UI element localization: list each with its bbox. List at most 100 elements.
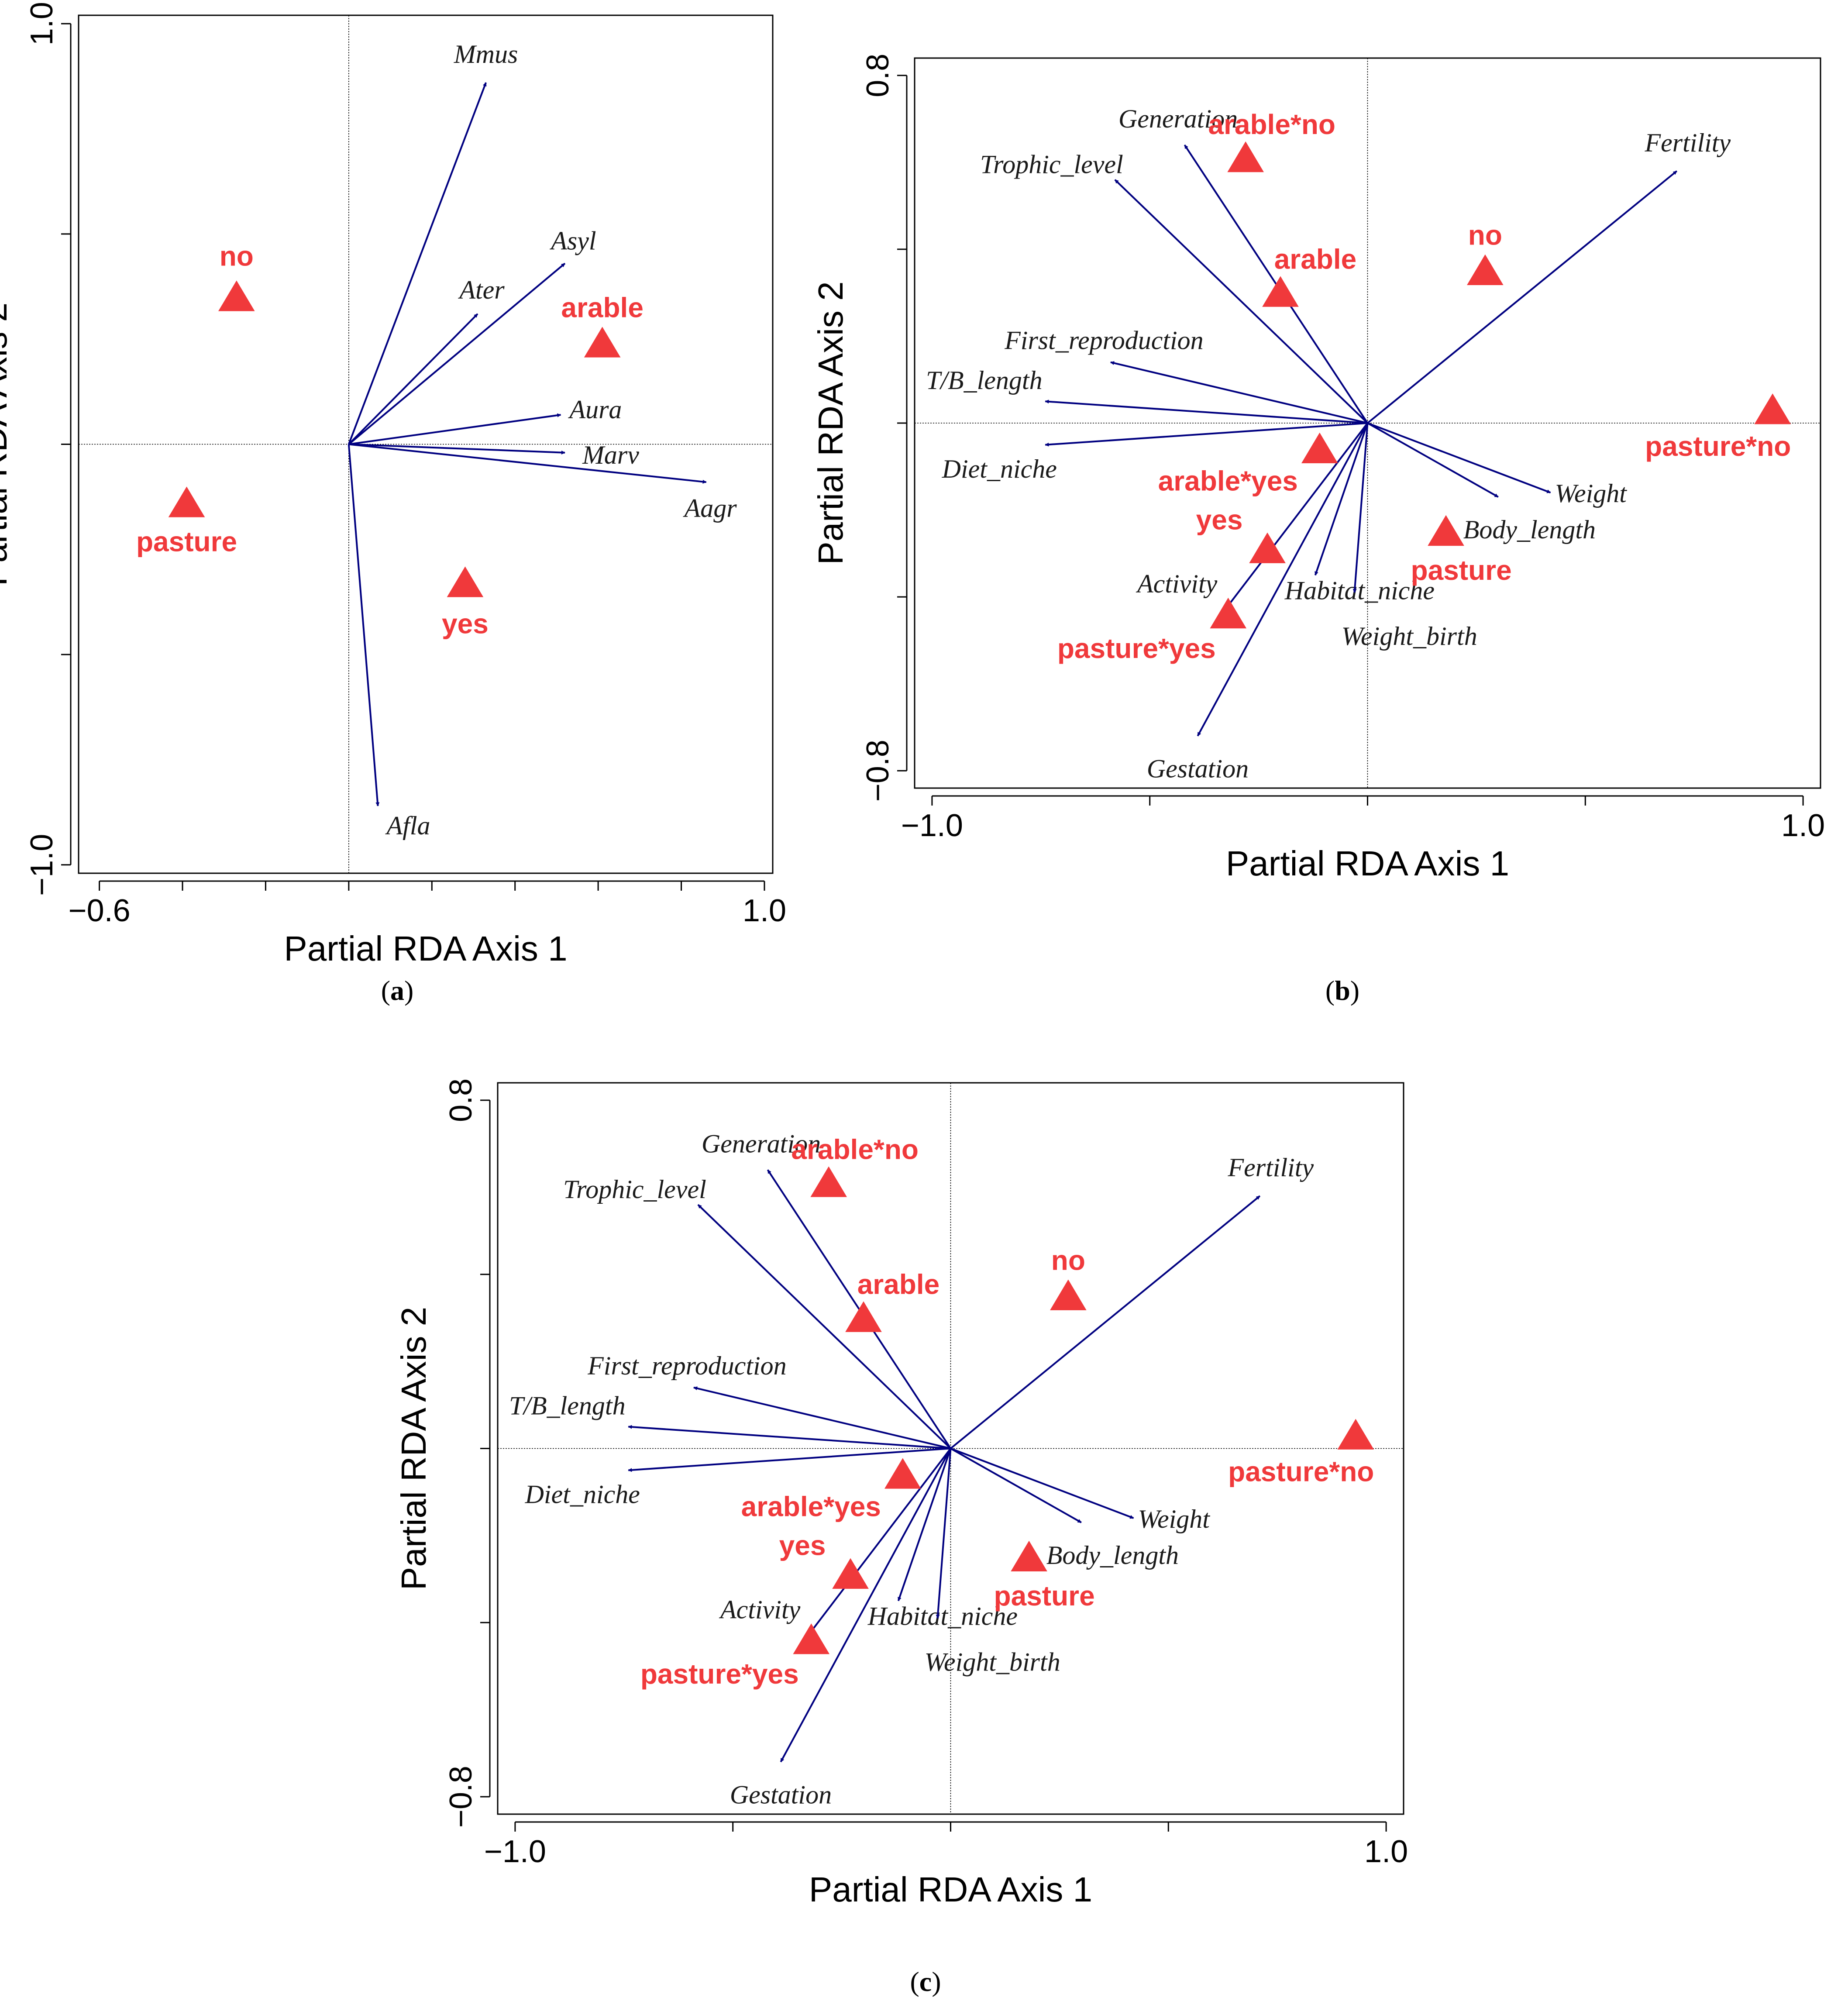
centroid-label-yes: yes xyxy=(1196,504,1243,536)
vector-body-length xyxy=(1367,422,1499,498)
centroid-label-yes: yes xyxy=(779,1530,826,1561)
vector-label-first-reproduction: First_reproduction xyxy=(587,1351,787,1380)
vector-label-ater: Ater xyxy=(458,276,505,304)
vector-habitat-niche xyxy=(897,1448,952,1602)
centroid-marker-pasture-yes xyxy=(793,1623,830,1654)
centroid-label-pasture: pasture xyxy=(1411,555,1511,586)
y-axis-label: Partial RDA Axis 2 xyxy=(394,1307,433,1590)
centroid-marker-arable-yes xyxy=(1301,432,1338,464)
vector-body-length xyxy=(950,1447,1082,1523)
centroid-label-pasture-no: pasture*no xyxy=(1228,1456,1374,1488)
vector-label-activity: Activity xyxy=(719,1595,801,1624)
vector-first-reproduction xyxy=(693,1386,951,1450)
vector-label-habitat-niche: Habitat_niche xyxy=(867,1602,1018,1630)
vector-label-generation: Generation xyxy=(1118,104,1238,133)
y-axis-label: Partial RDA Axis 2 xyxy=(811,281,850,565)
vector-label-body-length: Body_length xyxy=(1463,515,1596,544)
vector-habitat-niche xyxy=(1314,423,1369,576)
vector-label-trophic-level: Trophic_level xyxy=(980,150,1123,179)
vector-weight xyxy=(1367,422,1551,494)
centroid-label-no: no xyxy=(1468,220,1502,251)
vector-label-activity: Activity xyxy=(1136,569,1218,598)
centroid-marker-no xyxy=(1050,1279,1087,1310)
y-tick-label: −0.8 xyxy=(444,1766,478,1828)
centroid-marker-pasture-no xyxy=(1754,393,1791,424)
panel-c: −1.0 1.0 −0.8 0.8 Partial RDA Axis 1 Partial … xyxy=(394,1078,1408,1997)
vector-label-diet-niche: Diet_niche xyxy=(525,1480,640,1509)
centroid-label-pasture-no: pasture*no xyxy=(1645,431,1791,462)
vector-label-body-length: Body_length xyxy=(1046,1541,1179,1570)
centroid-marker-yes xyxy=(832,1558,869,1589)
vector-label-afla: Afla xyxy=(385,811,430,840)
centroid-label-pasture-yes: pasture*yes xyxy=(640,1658,799,1690)
vector-label-weight: Weight xyxy=(1555,479,1627,508)
centroid-marker-yes xyxy=(447,566,484,597)
panel-caption: (a) xyxy=(381,975,414,1006)
vector-label-weight: Weight xyxy=(1138,1505,1210,1533)
centroid-label-pasture: pasture xyxy=(994,1580,1094,1612)
vector-label-gestation: Gestation xyxy=(1147,754,1249,783)
centroid-marker-arable-yes xyxy=(884,1458,921,1489)
vector-activity xyxy=(810,1448,952,1632)
centroid-marker-arable xyxy=(845,1301,882,1332)
centroid-label-no: no xyxy=(1051,1245,1085,1276)
vector-weight-birth xyxy=(1352,423,1369,593)
vector-label-habitat-niche: Habitat_niche xyxy=(1284,576,1435,605)
vector-asyl xyxy=(348,262,566,445)
vector-aura xyxy=(348,413,561,445)
vector-label-marv: Marv xyxy=(582,441,639,469)
vector-afla xyxy=(348,444,380,806)
centroid-marker-pasture-yes xyxy=(1210,597,1247,629)
x-tick-label: −1.0 xyxy=(484,1834,546,1869)
x-axis-label: Partial RDA Axis 1 xyxy=(284,929,567,968)
vector-label-mmus: Mmus xyxy=(454,40,518,69)
vector-ater xyxy=(348,313,478,445)
centroid-label-arable-yes: arable*yes xyxy=(1158,465,1298,497)
centroid-marker-pasture xyxy=(1428,515,1464,546)
vector-activity xyxy=(1227,422,1369,606)
x-tick-label: −0.6 xyxy=(69,893,131,928)
vector-trophic-level xyxy=(697,1204,951,1449)
centroid-marker-pasture xyxy=(168,486,205,517)
x-tick-label: −1.0 xyxy=(901,808,963,843)
panel-a: −0.6 1.0 −1.0 1.0 Partial RDA Axis 1 Partial … xyxy=(0,2,786,1006)
centroid-marker-no xyxy=(218,280,255,311)
centroid-marker-pasture-no xyxy=(1337,1419,1374,1450)
vector-trophic-level xyxy=(1114,179,1368,424)
y-axis-label: Partial RDA Axis 2 xyxy=(0,303,14,586)
vector-t-b-length xyxy=(1045,400,1368,424)
centroid-label-arable-no: arable*no xyxy=(791,1133,919,1165)
panel-caption: (c) xyxy=(910,1966,941,1997)
vector-label-fertility: Fertility xyxy=(1227,1153,1314,1182)
centroid-label-arable: arable xyxy=(857,1268,940,1300)
centroid-label-no: no xyxy=(220,240,254,272)
centroid-label-pasture: pasture xyxy=(136,526,237,557)
vector-label-trophic-level: Trophic_level xyxy=(563,1175,706,1204)
vector-t-b-length xyxy=(628,1425,951,1450)
vector-marv xyxy=(348,443,565,455)
centroid-label-pasture-yes: pasture*yes xyxy=(1057,633,1216,664)
vector-fertility xyxy=(950,1195,1261,1450)
vector-label-generation: Generation xyxy=(702,1129,821,1158)
y-tick-label: 0.8 xyxy=(860,54,895,97)
vector-label-asyl: Asyl xyxy=(549,226,596,255)
y-tick-label: −1.0 xyxy=(24,834,59,896)
centroid-marker-arable-no xyxy=(810,1166,847,1197)
vector-label-weight-birth: Weight_birth xyxy=(1342,622,1477,651)
vector-mmus xyxy=(348,82,487,445)
x-axis-label: Partial RDA Axis 1 xyxy=(1226,844,1509,883)
x-tick-label: 1.0 xyxy=(1364,1834,1408,1869)
centroid-label-arable-no: arable*no xyxy=(1208,109,1335,140)
centroid-label-arable-yes: arable*yes xyxy=(741,1491,881,1522)
y-tick-label: 1.0 xyxy=(24,2,59,45)
vector-label-diet-niche: Diet_niche xyxy=(942,455,1057,483)
x-tick-label: 1.0 xyxy=(1781,808,1825,843)
centroid-marker-no xyxy=(1467,254,1504,285)
centroid-marker-arable-no xyxy=(1227,141,1264,172)
vector-label-t-b-length: T/B_length xyxy=(926,366,1043,395)
centroid-marker-yes xyxy=(1249,532,1286,563)
vector-aagr xyxy=(348,443,707,484)
centroid-label-yes: yes xyxy=(442,608,489,639)
vector-first-reproduction xyxy=(1110,361,1368,424)
